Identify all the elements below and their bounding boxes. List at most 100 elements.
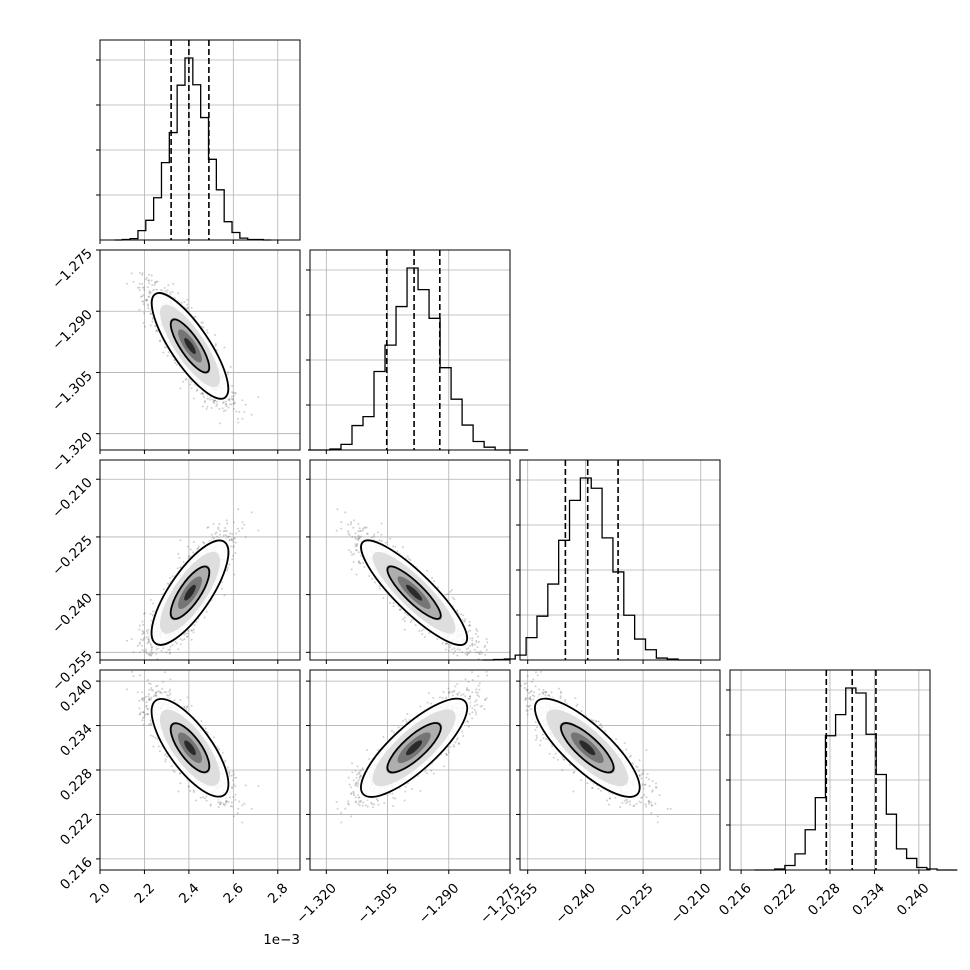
sample-point xyxy=(142,637,145,640)
hist-panel-2 xyxy=(482,459,721,664)
sample-point xyxy=(197,545,200,548)
sample-point xyxy=(141,639,144,642)
sample-point xyxy=(228,563,231,566)
sample-point xyxy=(181,639,184,642)
sample-point xyxy=(202,321,205,324)
sample-point xyxy=(257,396,260,399)
sample-point xyxy=(164,346,167,349)
sample-point xyxy=(215,535,218,538)
sample-point xyxy=(230,395,233,398)
sample-point xyxy=(205,610,208,613)
sample-point xyxy=(152,288,155,291)
sample-point xyxy=(169,291,172,294)
sample-point xyxy=(130,272,133,275)
sample-point xyxy=(225,530,228,533)
contour-line xyxy=(150,539,230,646)
sample-point xyxy=(145,636,148,639)
sample-point xyxy=(456,654,459,657)
sample-point xyxy=(146,632,149,635)
sample-point xyxy=(145,299,148,302)
sample-point xyxy=(145,276,148,279)
hist-panel-3: 0.216 0.222 0.228 0.234 0.240 xyxy=(716,669,958,919)
y-tick-label: −1.305 xyxy=(49,368,96,415)
sample-point xyxy=(211,398,214,401)
sample-point xyxy=(142,303,145,306)
sample-point xyxy=(202,541,205,544)
sample-point xyxy=(232,407,235,410)
sample-point xyxy=(215,531,218,534)
sample-point xyxy=(176,642,179,645)
sample-point xyxy=(458,648,461,651)
sample-point xyxy=(226,371,229,374)
sample-point xyxy=(241,521,244,524)
sample-point xyxy=(148,292,151,295)
sample-point xyxy=(186,545,189,548)
sample-point xyxy=(152,610,155,613)
sample-point xyxy=(406,555,409,558)
sample-point xyxy=(222,401,225,404)
sample-point xyxy=(150,648,153,651)
sample-point xyxy=(462,661,464,663)
sample-point xyxy=(141,629,144,632)
sample-points xyxy=(335,508,489,663)
sample-point xyxy=(169,651,172,654)
sample-point xyxy=(130,638,133,641)
sample-point xyxy=(241,417,244,420)
x-tick-label: 0.228 xyxy=(805,880,844,919)
sample-point xyxy=(147,663,149,665)
sample-point xyxy=(196,548,199,551)
sample-point xyxy=(223,346,226,349)
sample-point xyxy=(186,303,189,306)
sample-point xyxy=(138,624,141,627)
sample-point xyxy=(244,403,247,406)
sample-point xyxy=(197,547,200,550)
sample-point xyxy=(234,392,237,395)
sample-point xyxy=(218,523,221,526)
sample-point xyxy=(223,594,226,597)
sample-point xyxy=(195,389,198,392)
sample-point xyxy=(234,401,237,404)
sample-point xyxy=(232,397,235,400)
sample-point xyxy=(141,282,144,285)
sample-point xyxy=(192,628,195,631)
sample-point xyxy=(138,308,141,311)
sample-point xyxy=(187,629,190,632)
sample-point xyxy=(222,530,225,533)
sample-point xyxy=(177,552,180,555)
sample-point xyxy=(230,398,233,401)
sample-point xyxy=(155,648,158,651)
sample-point xyxy=(179,387,182,390)
x-tick-label: 0.234 xyxy=(849,880,888,919)
sample-point xyxy=(179,638,182,641)
sample-point xyxy=(140,273,143,276)
sample-point xyxy=(224,533,227,536)
sample-point xyxy=(219,529,222,532)
sample-point xyxy=(143,312,146,315)
sample-point xyxy=(138,271,141,274)
panel-frame xyxy=(519,459,721,661)
sample-point xyxy=(156,330,159,333)
sample-point xyxy=(186,298,189,301)
sample-point xyxy=(231,391,234,394)
sample-point xyxy=(476,635,479,638)
sample-point xyxy=(190,380,193,383)
hist-panel-1 xyxy=(306,249,529,454)
sample-point xyxy=(232,554,235,557)
y-tick-label: −0.210 xyxy=(49,475,96,522)
sample-point xyxy=(148,653,151,656)
sample-point xyxy=(359,529,362,532)
sample-point xyxy=(214,344,217,347)
sample-point xyxy=(168,652,171,655)
sample-point xyxy=(228,399,231,402)
sample-point xyxy=(146,303,149,306)
sample-point xyxy=(228,397,231,400)
sample-point xyxy=(241,527,244,530)
sample-point xyxy=(149,291,152,294)
sample-point xyxy=(154,281,157,284)
sample-point xyxy=(370,536,373,539)
sample-point xyxy=(231,384,234,387)
panel-frame xyxy=(309,249,511,451)
sample-point xyxy=(162,588,165,591)
sample-point xyxy=(202,326,205,329)
sample-point xyxy=(206,331,209,334)
